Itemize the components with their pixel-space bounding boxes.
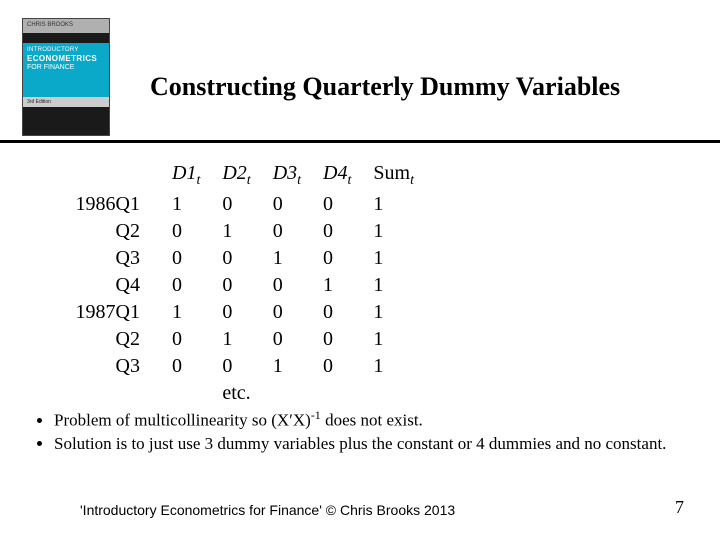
bullet-1: Problem of multicollinearity so (X′X)-1 … xyxy=(54,408,686,431)
book-line1: INTRODUCTORY xyxy=(27,47,105,53)
dummy-table: D1t D2t D3t D4t Sumt 1986Q110001 Q201001… xyxy=(60,160,434,407)
book-cover: CHRIS BROOKS INTRODUCTORY ECONOMETRICS F… xyxy=(22,18,110,136)
title-rule xyxy=(0,140,720,143)
bullet-2: Solution is to just use 3 dummy variable… xyxy=(54,433,686,455)
table-etc-row: etc. xyxy=(60,380,434,407)
bullet-list: Problem of multicollinearity so (X′X)-1 … xyxy=(36,408,686,457)
table-row: Q201001 xyxy=(60,326,434,353)
col-sum: Sumt xyxy=(371,160,434,191)
table-row: Q400011 xyxy=(60,272,434,299)
book-edition: 3rd Edition xyxy=(23,97,109,107)
footer-citation: 'Introductory Econometrics for Finance' … xyxy=(80,502,455,518)
book-line2: ECONOMETRICS xyxy=(27,54,105,63)
table-row: 1987Q110001 xyxy=(60,299,434,326)
book-title-band: INTRODUCTORY ECONOMETRICS FOR FINANCE xyxy=(23,43,109,97)
col-d4: D4t xyxy=(321,160,371,191)
col-d3: D3t xyxy=(271,160,321,191)
table-header-row: D1t D2t D3t D4t Sumt xyxy=(60,160,434,191)
book-line3: FOR FINANCE xyxy=(27,64,105,71)
book-author-strip: CHRIS BROOKS xyxy=(23,19,109,33)
dummy-table-wrap: D1t D2t D3t D4t Sumt 1986Q110001 Q201001… xyxy=(60,160,620,407)
col-d1: D1t xyxy=(170,160,220,191)
slide-title: Constructing Quarterly Dummy Variables xyxy=(150,72,620,102)
table-row: 1986Q110001 xyxy=(60,191,434,218)
page-number: 7 xyxy=(675,497,684,518)
table-row: Q201001 xyxy=(60,218,434,245)
table-row: Q300101 xyxy=(60,245,434,272)
table-row: Q300101 xyxy=(60,353,434,380)
col-d2: D2t xyxy=(220,160,270,191)
